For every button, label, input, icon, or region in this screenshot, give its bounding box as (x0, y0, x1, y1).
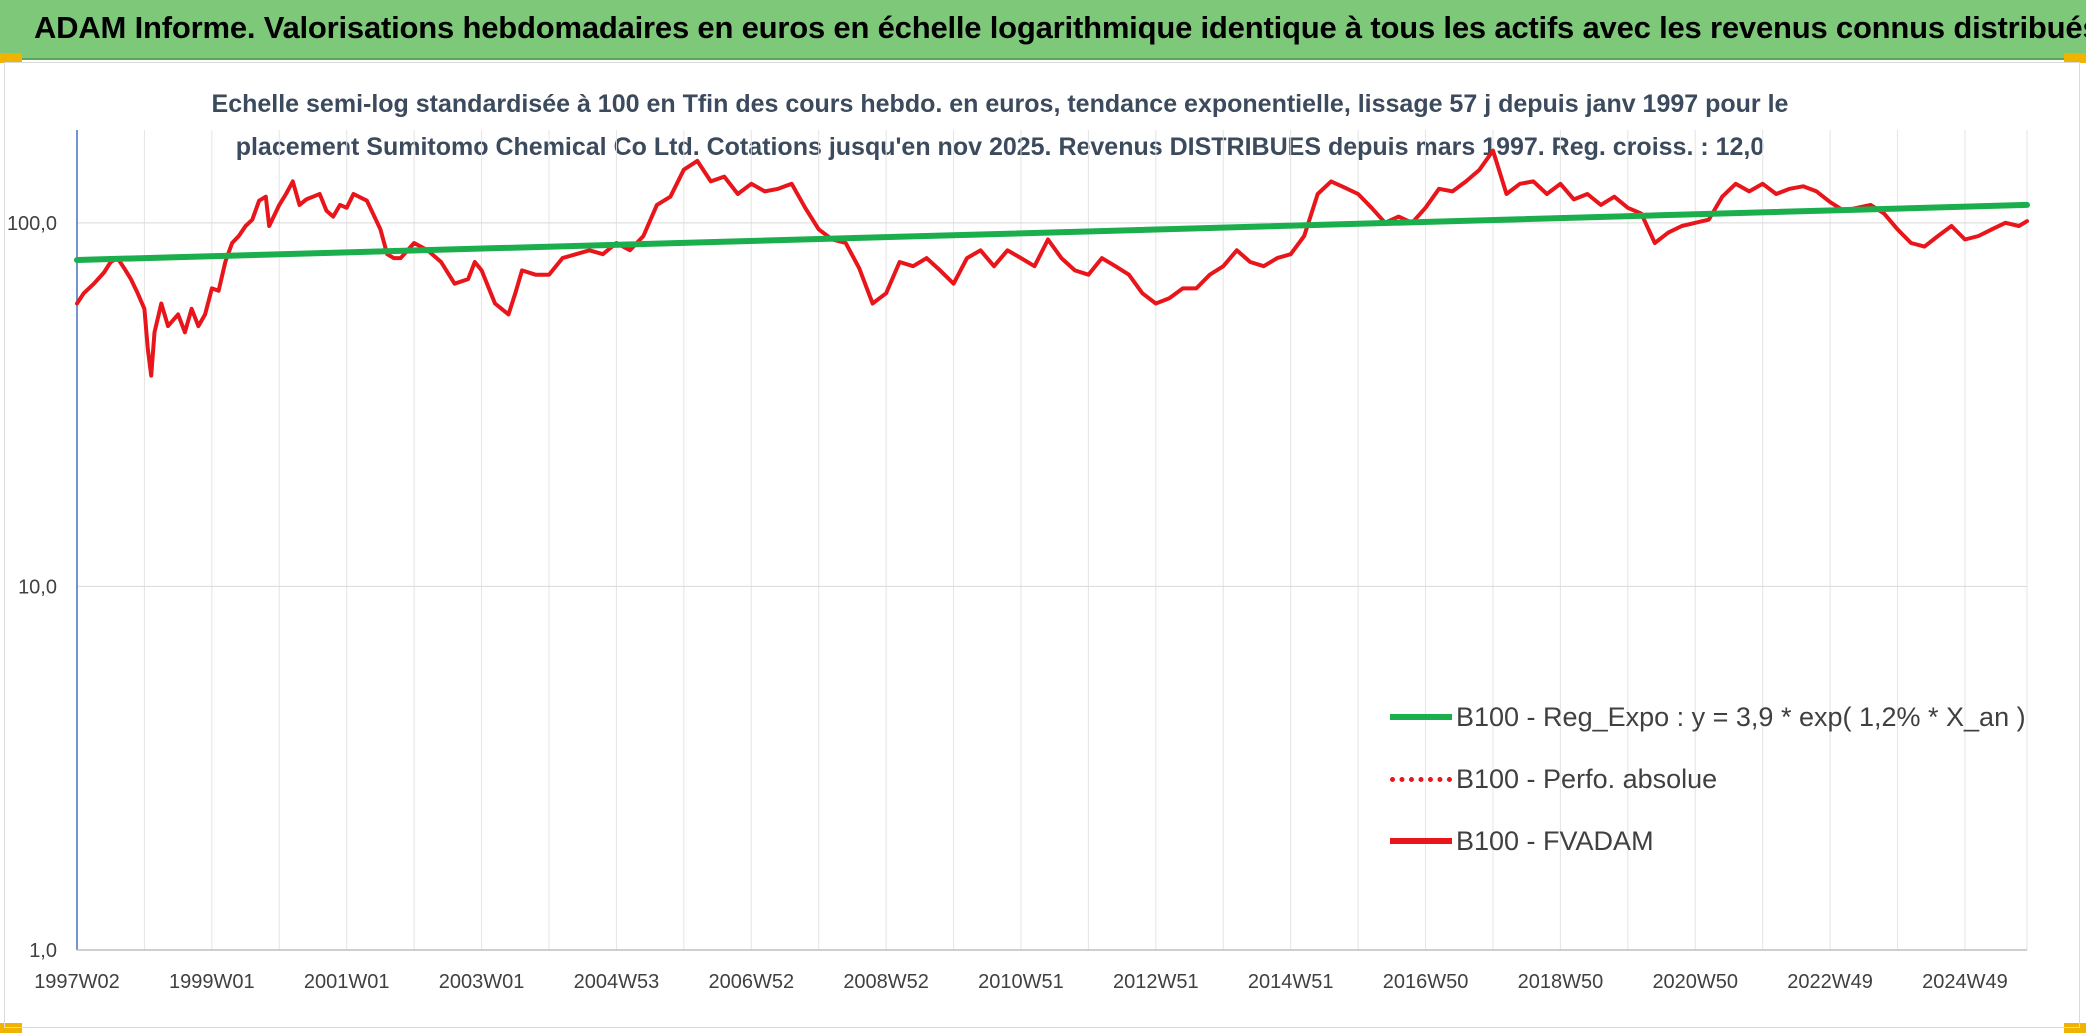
legend-swatch-red-line (1390, 838, 1452, 844)
legend-label-perfo-absolue: B100 - Perfo. absolue (1456, 763, 1718, 794)
x-tick-label: 2008W52 (843, 971, 929, 993)
x-tick-label: 1997W02 (34, 971, 120, 993)
fvadam-line (75, 148, 2029, 378)
series-lines (74, 148, 2030, 378)
x-tick-label: 2010W51 (978, 971, 1064, 993)
x-tick-label: 2001W01 (304, 971, 390, 993)
legend-label-regression: B100 - Reg_Expo : y = 3,9 * exp( 1,2% * … (1456, 701, 2026, 732)
x-tick-label: 2018W50 (1518, 971, 1604, 993)
y-tick-label: 10,0 (18, 576, 57, 598)
x-tick-label: 1999W01 (169, 971, 255, 993)
gridlines (76, 130, 2028, 951)
regression-line (74, 201, 2030, 263)
x-tick-label: 2006W52 (708, 971, 794, 993)
corner-marker (2064, 1023, 2086, 1033)
report-title: ADAM Informe. Valorisations hebdomadaire… (34, 10, 2086, 45)
chart-title-line-2: placement Sumitomo Chemical Co Ltd. Cota… (235, 133, 1765, 161)
x-tick-label: 2003W01 (439, 971, 525, 993)
chart-frame (4, 62, 2080, 1028)
corner-marker (0, 53, 22, 63)
chart-legend: B100 - Reg_Expo : y = 3,9 * exp( 1,2% * … (1390, 686, 2026, 872)
x-tick-label: 2022W49 (1787, 971, 1873, 993)
chart-title-line-1: Echelle semi-log standardisée à 100 en T… (211, 90, 1789, 118)
legend-item-regression: B100 - Reg_Expo : y = 3,9 * exp( 1,2% * … (1390, 686, 2026, 748)
legend-item-perfo-absolue: B100 - Perfo. absolue (1390, 748, 2026, 810)
corner-marker (2064, 53, 2086, 63)
x-tick-label: 2020W50 (1652, 971, 1738, 993)
legend-swatch-green-line (1390, 714, 1452, 720)
x-tick-label: 2012W51 (1113, 971, 1199, 993)
x-tick-label: 2016W50 (1383, 971, 1469, 993)
tick-labels: 1,0 10,0 100,0 1997W02 1999W01 2001W01 2003W01… (7, 213, 2008, 993)
legend-item-fvadam: B100 - FVADAM (1390, 810, 2026, 872)
x-tick-label: 2024W49 (1922, 971, 2008, 993)
x-tick-label: 2014W51 (1248, 971, 1334, 993)
axes (76, 130, 2027, 951)
x-tick-label: 2004W53 (574, 971, 660, 993)
legend-label-fvadam: B100 - FVADAM (1456, 825, 1654, 856)
report-banner: ADAM Informe. Valorisations hebdomadaire… (0, 0, 2086, 60)
corner-marker (0, 1023, 22, 1033)
y-tick-label: 100,0 (7, 213, 57, 235)
legend-swatch-red-dotted (1390, 776, 1452, 782)
y-tick-label: 1,0 (29, 940, 57, 962)
